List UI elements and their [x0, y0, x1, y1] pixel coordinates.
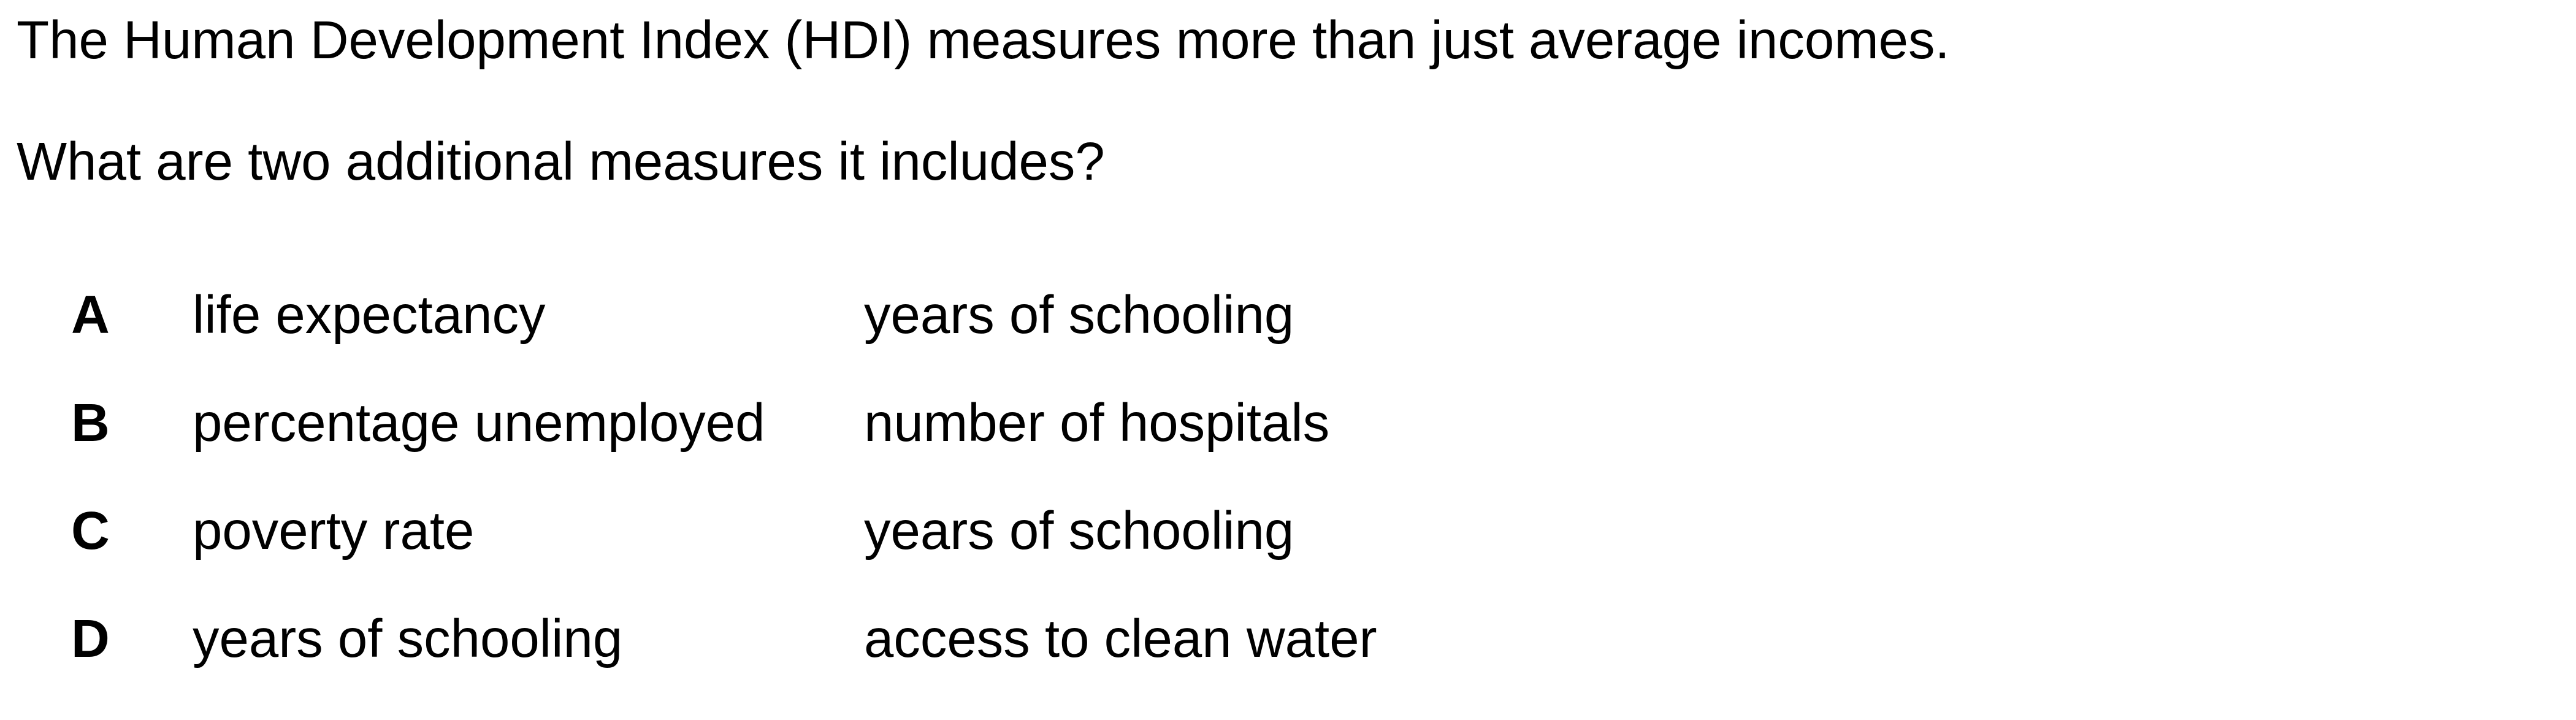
option-letter: A: [71, 285, 110, 345]
option-letter: C: [71, 501, 110, 561]
option-a[interactable]: A life expectancy years of schooling: [0, 288, 2576, 396]
option-first-measure: poverty rate: [193, 501, 475, 561]
option-b[interactable]: B percentage unemployed number of hospit…: [0, 396, 2576, 504]
option-first-measure: life expectancy: [193, 285, 546, 345]
answer-options: A life expectancy years of schooling B p…: [0, 288, 2576, 720]
option-first-measure: percentage unemployed: [193, 393, 765, 453]
option-first-measure: years of schooling: [193, 609, 623, 668]
option-second-measure: years of schooling: [864, 285, 1294, 345]
option-second-measure: access to clean water: [864, 609, 1377, 668]
option-c[interactable]: C poverty rate years of schooling: [0, 504, 2576, 612]
question-stem-line-2: What are two additional measures it incl…: [17, 132, 1105, 191]
option-d[interactable]: D years of schooling access to clean wat…: [0, 612, 2576, 720]
question-stem-line-1: The Human Development Index (HDI) measur…: [17, 10, 1950, 70]
option-letter: D: [71, 609, 110, 668]
option-letter: B: [71, 393, 110, 453]
option-second-measure: number of hospitals: [864, 393, 1330, 453]
option-second-measure: years of schooling: [864, 501, 1294, 561]
